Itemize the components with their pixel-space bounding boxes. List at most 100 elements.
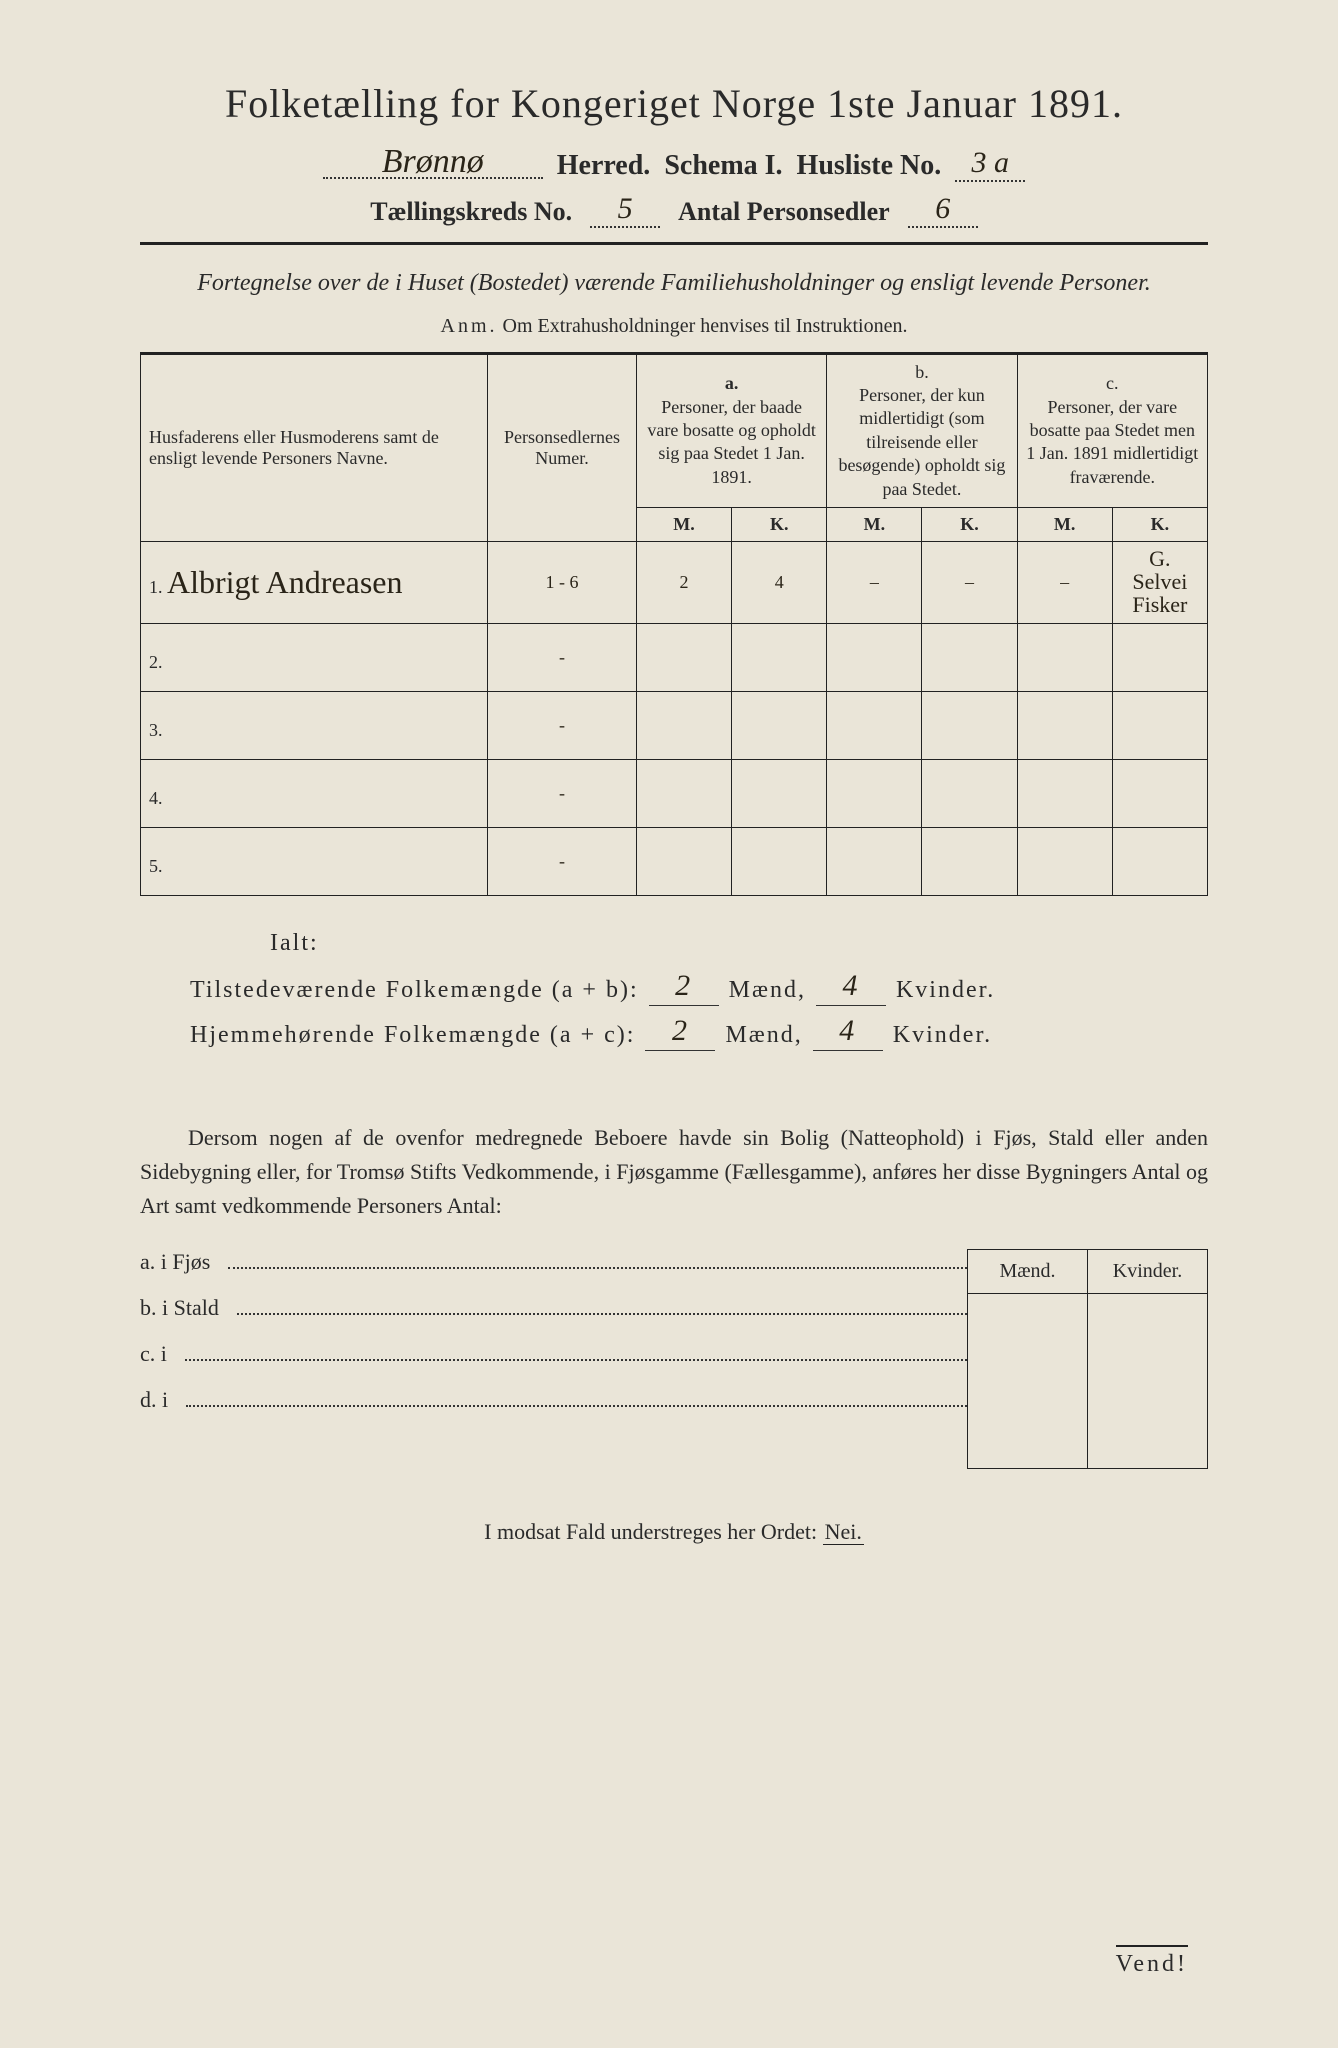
building-row-a: a. i Fjøs — [140, 1249, 967, 1275]
building-kvinder-cell — [1088, 1294, 1208, 1469]
row-c-m — [1017, 691, 1112, 759]
row-b-m — [827, 759, 922, 827]
vend-label: Vend! — [1116, 1945, 1188, 1978]
herred-label: Herred. — [557, 150, 651, 182]
kreds-value: 5 — [618, 192, 633, 225]
row-c-m: – — [1017, 541, 1112, 623]
table-row: 4. - — [141, 759, 1208, 827]
building-paragraph: Dersom nogen af de ovenfor medregnede Be… — [140, 1121, 1208, 1223]
building-list: a. i Fjøs b. i Stald c. i d. i — [140, 1249, 967, 1469]
row-b-m — [827, 623, 922, 691]
herred-value: Brønnø — [382, 143, 484, 180]
col-a-k: K. — [732, 507, 827, 541]
herred-field: Brønnø — [323, 145, 543, 179]
row-c-m — [1017, 623, 1112, 691]
personsedler-field: 6 — [908, 194, 978, 228]
row-a-m — [636, 691, 731, 759]
col-a-header: a. Personer, der baade vare bosatte og o… — [636, 353, 826, 507]
row-b-k — [922, 623, 1017, 691]
husliste-value: 3 a — [971, 146, 1009, 179]
tilstede-label: Tilstedeværende Folkemængde (a + b): — [190, 977, 639, 1004]
row-b-m — [827, 691, 922, 759]
row-c-m — [1017, 759, 1112, 827]
schema-label: Schema I. — [664, 150, 782, 182]
row-a-m — [636, 759, 731, 827]
row-numer: 1 - 6 — [488, 541, 637, 623]
personsedler-label: Antal Personsedler — [678, 197, 890, 227]
nei-line: I modsat Fald understreges her Ordet: Ne… — [140, 1519, 1208, 1545]
row-number: 3. — [141, 691, 488, 759]
household-table: Husfaderens eller Husmoderens samt de en… — [140, 352, 1208, 896]
col-b-m: M. — [827, 507, 922, 541]
row-numer: - — [488, 623, 637, 691]
row-numer: - — [488, 691, 637, 759]
row-b-m — [827, 827, 922, 895]
husliste-field: 3 a — [955, 148, 1025, 182]
table-row: 5. - — [141, 827, 1208, 895]
ialt-label: Ialt: — [270, 930, 1208, 957]
census-form-page: Folketælling for Kongeriget Norge 1ste J… — [0, 0, 1338, 2048]
col-b-k: K. — [922, 507, 1017, 541]
row-b-m: – — [827, 541, 922, 623]
col-a-m: M. — [636, 507, 731, 541]
col-c-k: K. — [1112, 507, 1207, 541]
col-name-header: Husfaderens eller Husmoderens samt de en… — [141, 353, 488, 541]
tilstede-k-field: 4 — [816, 971, 886, 1006]
header-line-2: Tællingskreds No. 5 Antal Personsedler 6 — [140, 194, 1208, 228]
row-a-k — [732, 759, 827, 827]
building-row-d: d. i — [140, 1387, 967, 1413]
anm-label: Anm. — [441, 315, 498, 337]
row-number: 1. Albrigt Andreasen — [141, 541, 488, 623]
building-kvinder-header: Kvinder. — [1088, 1250, 1208, 1294]
hjemme-k-field: 4 — [813, 1016, 883, 1051]
subtitle: Fortegnelse over de i Huset (Bostedet) v… — [140, 267, 1208, 301]
row-a-k — [732, 623, 827, 691]
row-number: 5. — [141, 827, 488, 895]
row-b-k: – — [922, 541, 1017, 623]
row-name: Albrigt Andreasen — [167, 564, 403, 600]
hjemme-m-field: 2 — [645, 1016, 715, 1051]
row-b-k — [922, 759, 1017, 827]
row-b-k — [922, 827, 1017, 895]
row-numer: - — [488, 759, 637, 827]
row-a-m — [636, 623, 731, 691]
row-number: 2. — [141, 623, 488, 691]
building-block: a. i Fjøs b. i Stald c. i d. i Mænd. Kvi… — [140, 1249, 1208, 1469]
row-c-k — [1112, 623, 1207, 691]
building-row-b: b. i Stald — [140, 1295, 967, 1321]
husliste-label: Husliste No. — [797, 150, 942, 182]
row-b-k — [922, 691, 1017, 759]
row-c-k — [1112, 759, 1207, 827]
table-row: 3. - — [141, 691, 1208, 759]
personsedler-value: 6 — [935, 192, 950, 225]
header-line-1: Brønnø Herred. Schema I. Husliste No. 3 … — [140, 145, 1208, 182]
annotation-line: Anm. Om Extrahusholdninger henvises til … — [140, 315, 1208, 338]
building-row-c: c. i — [140, 1341, 967, 1367]
tilstede-m-field: 2 — [649, 971, 719, 1006]
row-a-k: 4 — [732, 541, 827, 623]
table-row: 1. Albrigt Andreasen1 - 624–––G. Selvei … — [141, 541, 1208, 623]
kreds-label: Tællingskreds No. — [370, 197, 572, 227]
building-mk-table: Mænd. Kvinder. — [967, 1249, 1208, 1469]
table-row: 2. - — [141, 623, 1208, 691]
row-numer: - — [488, 827, 637, 895]
nei-word: Nei. — [823, 1519, 864, 1545]
col-c-header: c. Personer, der vare bosatte paa Stedet… — [1017, 353, 1207, 507]
building-maend-cell — [968, 1294, 1088, 1469]
row-a-k — [732, 827, 827, 895]
anm-text: Om Extrahusholdninger henvises til Instr… — [503, 315, 908, 337]
row-a-m: 2 — [636, 541, 731, 623]
summary-tilstede: Tilstedeværende Folkemængde (a + b): 2 M… — [190, 971, 1208, 1006]
row-c-k: G. Selvei Fisker — [1112, 541, 1207, 623]
row-c-k — [1112, 827, 1207, 895]
divider-rule — [140, 242, 1208, 245]
row-c-k — [1112, 691, 1207, 759]
page-title: Folketælling for Kongeriget Norge 1ste J… — [140, 80, 1208, 127]
kreds-field: 5 — [590, 194, 660, 228]
row-a-m — [636, 827, 731, 895]
row-a-k — [732, 691, 827, 759]
col-b-header: b. Personer, der kun midlertidigt (som t… — [827, 353, 1017, 507]
hjemme-label: Hjemmehørende Folkemængde (a + c): — [190, 1022, 635, 1049]
row-number: 4. — [141, 759, 488, 827]
building-maend-header: Mænd. — [968, 1250, 1088, 1294]
